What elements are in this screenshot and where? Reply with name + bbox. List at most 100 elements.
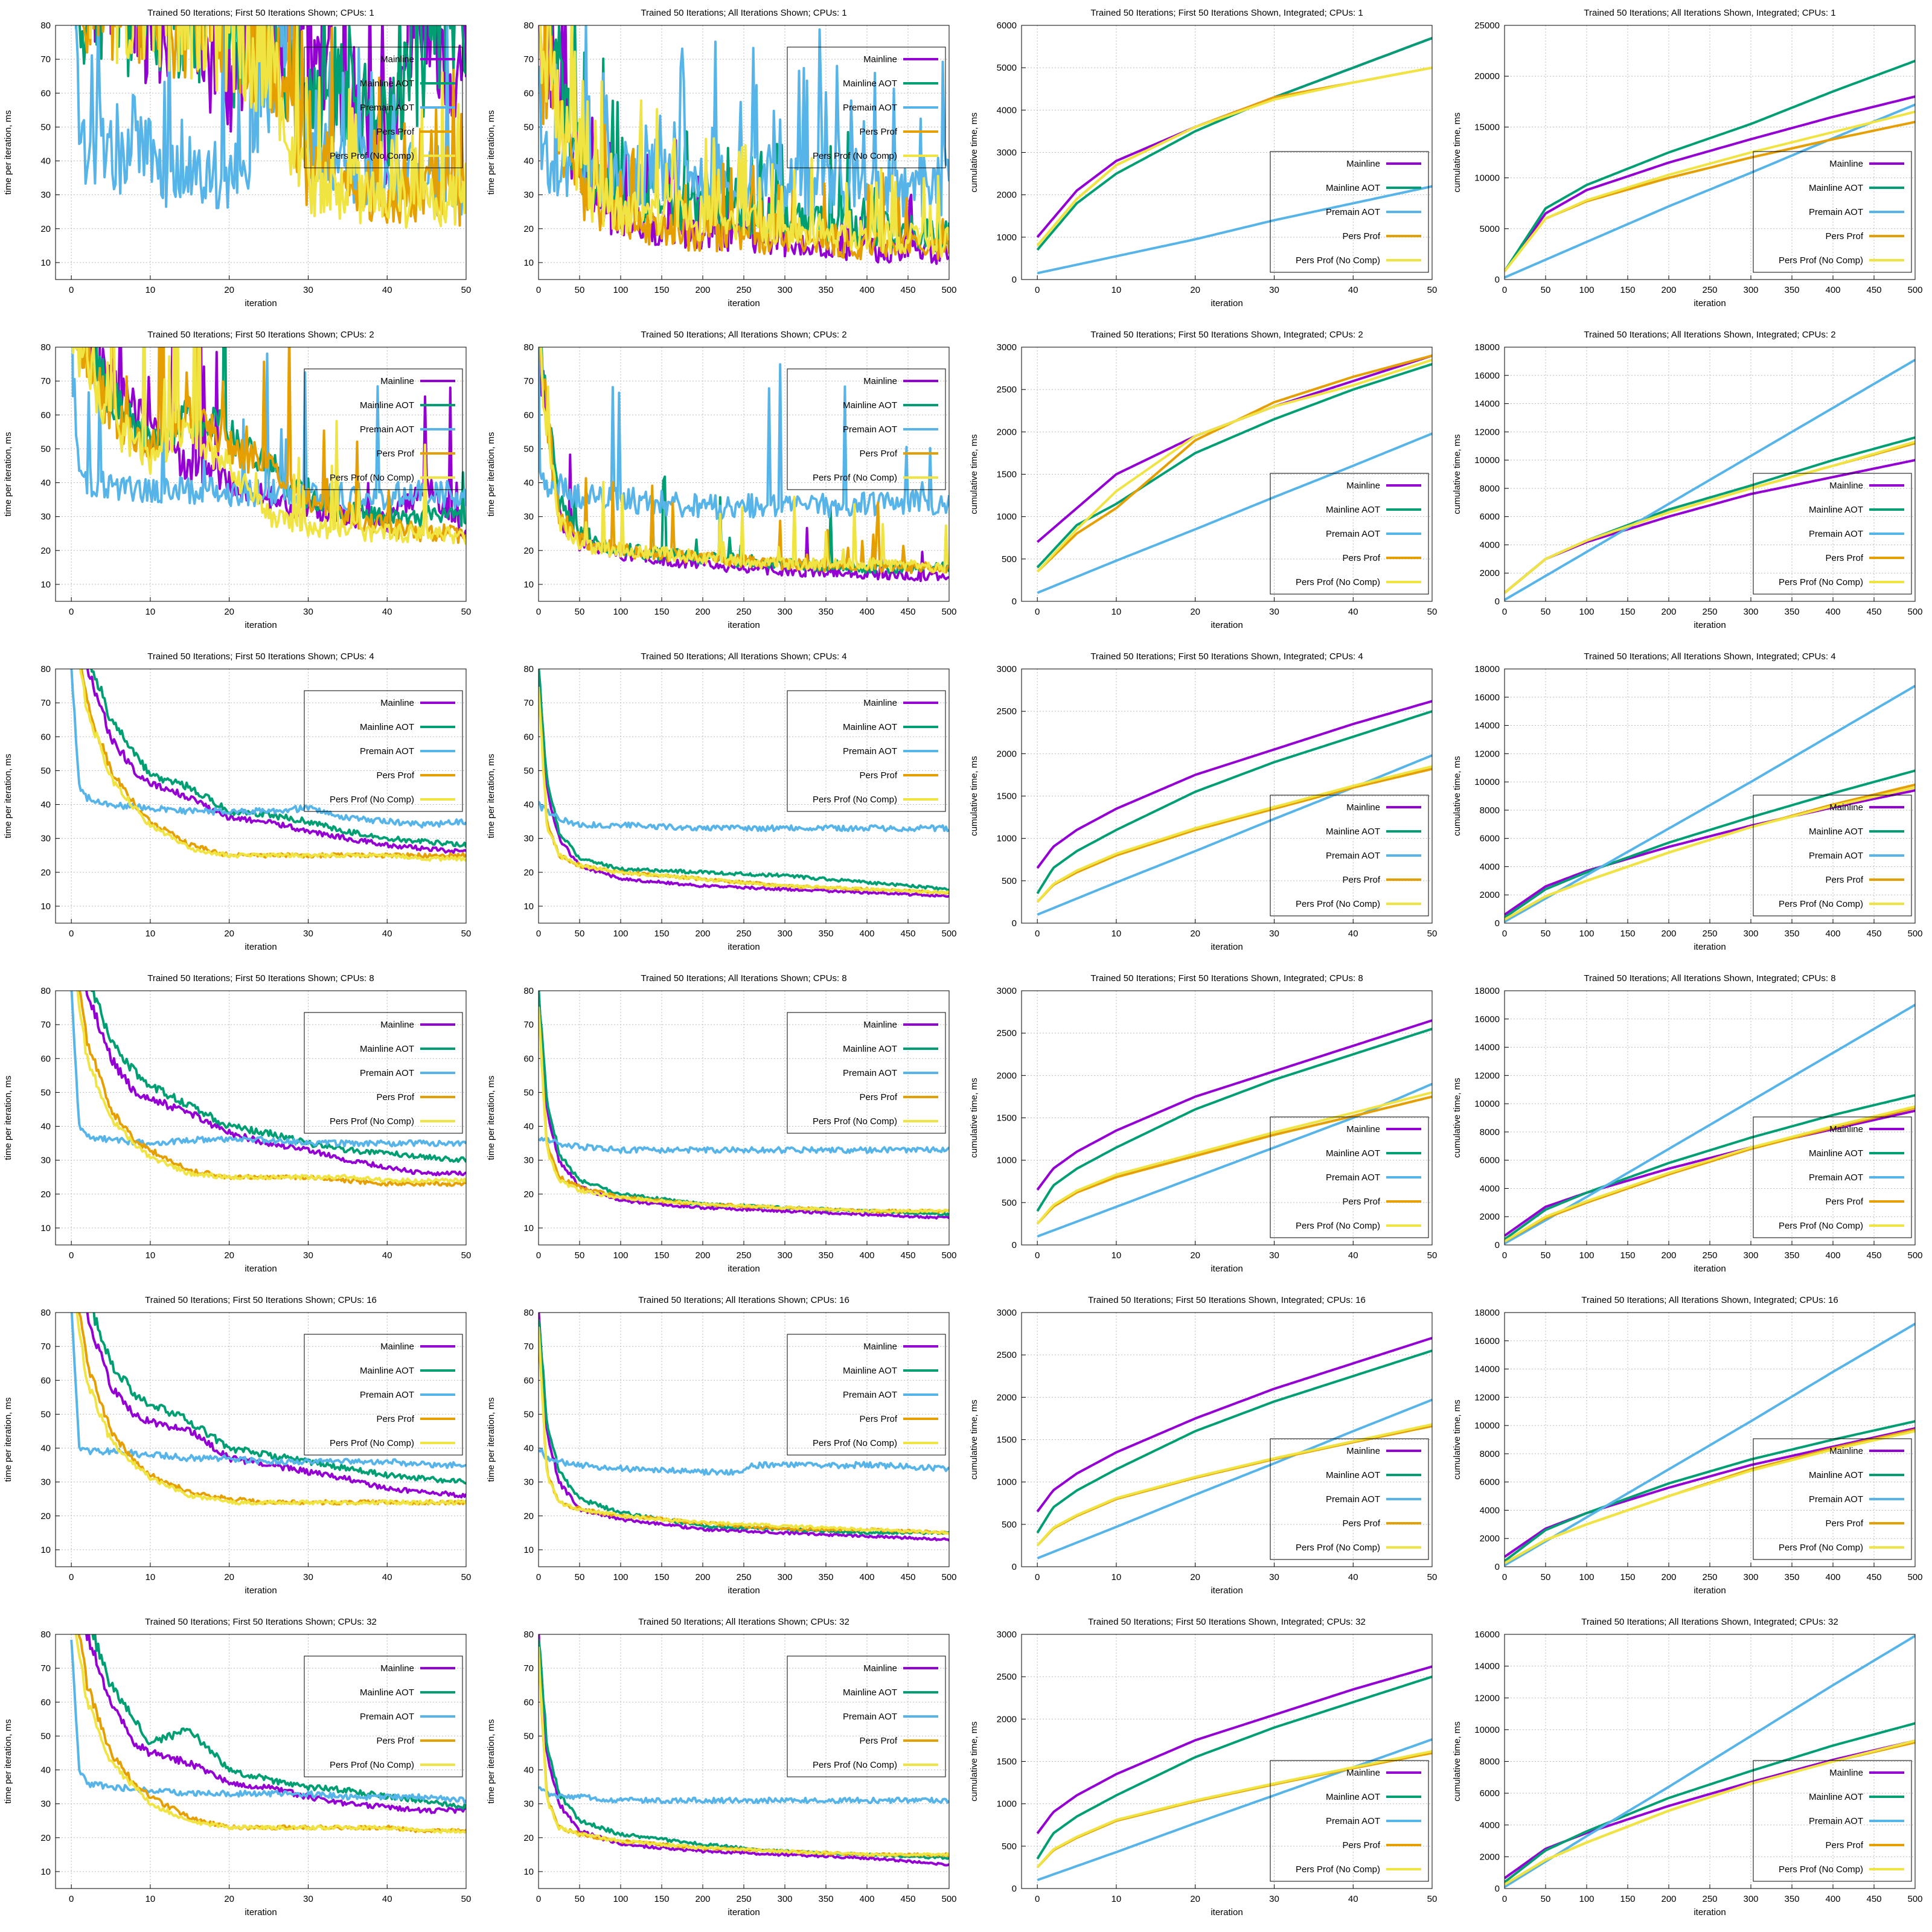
legend-label: Mainline AOT: [1809, 505, 1863, 515]
chart-panel: Trained 50 Iterations; First 50 Iteratio…: [966, 0, 1449, 322]
y-tick-label: 50: [40, 444, 51, 454]
x-tick-label: 300: [777, 929, 792, 939]
y-axis-label: cumulative time, ms: [969, 1399, 979, 1480]
y-axis-label: time per iteration, ms: [486, 1397, 496, 1482]
legend-box: [304, 46, 463, 168]
y-tick-label: 70: [523, 1020, 534, 1030]
series-line: [1037, 1738, 1432, 1881]
legend-label: Mainline AOT: [1809, 827, 1863, 837]
x-tick-label: 10: [146, 1250, 156, 1261]
x-tick-label: 0: [1502, 1572, 1507, 1582]
x-axis-label: iteration: [245, 942, 277, 952]
series-line: [539, 1006, 949, 1214]
x-tick-label: 250: [736, 1250, 751, 1261]
chart-panel: Trained 50 Iterations; First 50 Iteratio…: [966, 1609, 1449, 1931]
x-tick-label: 0: [69, 607, 74, 617]
x-tick-label: 0: [536, 929, 541, 939]
x-tick-label: 10: [146, 1572, 156, 1582]
x-tick-label: 40: [382, 1894, 392, 1904]
chart-panel: Trained 50 Iterations; First 50 Iteratio…: [966, 1287, 1449, 1609]
legend-label: Pers Prof: [859, 1414, 897, 1424]
y-tick-label: 16000: [1474, 1336, 1500, 1346]
y-tick-label: 1000: [997, 834, 1017, 844]
x-axis-label: iteration: [1694, 1585, 1726, 1596]
series-line: [1036, 1349, 1432, 1534]
x-tick-label: 500: [941, 1250, 956, 1261]
y-tick-label: 70: [523, 1663, 534, 1674]
y-tick-label: 30: [523, 834, 534, 844]
x-tick-label: 10: [1112, 607, 1122, 617]
y-tick-label: 30: [523, 190, 534, 200]
chart-panel: Trained 50 Iterations; First 50 Iteratio…: [0, 644, 483, 965]
x-tick-label: 10: [1112, 929, 1122, 939]
legend-label: Premain AOT: [360, 1068, 414, 1078]
x-tick-label: 40: [382, 1572, 392, 1582]
series-line: [1036, 1665, 1432, 1834]
series-line: [1036, 710, 1432, 894]
x-tick-label: 200: [695, 1894, 710, 1904]
x-tick-label: 50: [461, 1894, 472, 1904]
chart-panel: Trained 50 Iterations; All Iterations Sh…: [1449, 644, 1932, 965]
y-tick-label: 10: [40, 1223, 51, 1233]
x-tick-label: 500: [1907, 1250, 1922, 1261]
y-tick-label: 50: [523, 1731, 534, 1741]
x-tick-label: 50: [1541, 929, 1551, 939]
x-tick-label: 0: [1502, 1250, 1507, 1261]
x-tick-label: 100: [613, 1250, 628, 1261]
x-axis-label: iteration: [1694, 1264, 1726, 1274]
series-line: [1036, 1028, 1432, 1212]
x-tick-label: 0: [69, 1250, 74, 1261]
y-tick-label: 70: [523, 698, 534, 708]
x-tick-label: 50: [1427, 1250, 1438, 1261]
plot-area: [1505, 1003, 1915, 1245]
x-tick-label: 450: [1866, 285, 1881, 295]
x-tick-label: 350: [818, 1572, 833, 1582]
y-tick-label: 0: [1495, 275, 1500, 285]
x-tick-label: 200: [695, 285, 710, 295]
y-tick-label: 0: [1012, 918, 1017, 929]
y-tick-label: 18000: [1474, 986, 1500, 996]
legend-label: Pers Prof (No Comp): [330, 795, 414, 805]
y-tick-label: 20: [523, 224, 534, 234]
x-tick-label: 350: [818, 285, 833, 295]
y-axis-label: time per iteration, ms: [3, 432, 13, 516]
y-tick-label: 4000: [1480, 1505, 1500, 1515]
x-axis-label: iteration: [245, 298, 277, 309]
series-line: [78, 669, 466, 862]
legend-label: Mainline AOT: [843, 78, 897, 89]
x-tick-label: 200: [1661, 607, 1676, 617]
x-tick-label: 50: [461, 929, 472, 939]
legend-label: Mainline AOT: [360, 1044, 414, 1054]
legend-label: Mainline AOT: [1326, 1792, 1380, 1802]
y-axis-label: cumulative time, ms: [969, 1721, 979, 1802]
y-tick-label: 6000: [997, 21, 1017, 31]
series-line: [539, 1786, 949, 1805]
y-axis-label: cumulative time, ms: [969, 112, 979, 193]
series-line: [1505, 1420, 1915, 1563]
legend-label: Mainline: [380, 376, 414, 386]
plot-area: [70, 1634, 466, 1834]
y-tick-label: 10: [40, 258, 51, 268]
y-axis-label: time per iteration, ms: [3, 1075, 13, 1160]
y-tick-label: 25000: [1474, 21, 1500, 31]
legend-label: Mainline AOT: [1326, 1470, 1380, 1480]
y-tick-label: 14000: [1474, 1364, 1500, 1375]
legend-label: Premain AOT: [1809, 1494, 1863, 1505]
x-tick-label: 30: [1269, 929, 1279, 939]
chart-title: Trained 50 Iterations; First 50 Iteratio…: [1090, 330, 1363, 340]
plot-frame: [55, 990, 467, 1246]
legend-label: Mainline AOT: [360, 1366, 414, 1376]
chart-title: Trained 50 Iterations; All Iterations Sh…: [1581, 1617, 1838, 1627]
y-tick-label: 2500: [997, 1672, 1017, 1682]
series-line: [1036, 1337, 1432, 1512]
y-tick-label: 50: [40, 766, 51, 776]
y-tick-label: 3000: [997, 664, 1017, 674]
x-tick-label: 300: [1743, 607, 1758, 617]
legend-label: Pers Prof: [1342, 553, 1380, 563]
plot-area: [1505, 1322, 1915, 1567]
x-tick-label: 40: [1348, 285, 1358, 295]
legend-label: Mainline: [380, 54, 414, 65]
x-tick-label: 40: [382, 929, 392, 939]
y-tick-label: 60: [40, 732, 51, 742]
